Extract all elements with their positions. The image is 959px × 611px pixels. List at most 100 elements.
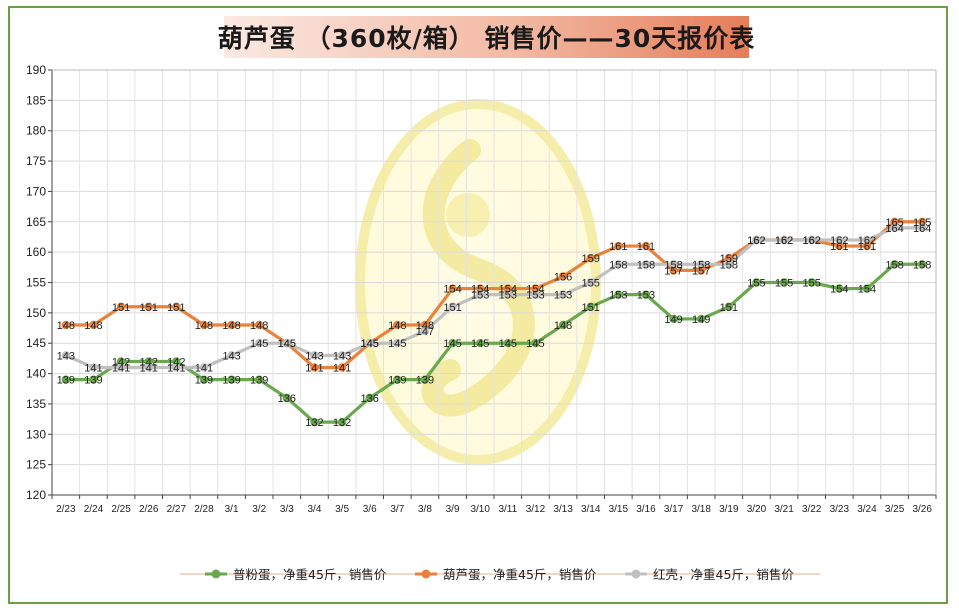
data-point — [917, 217, 927, 226]
data-point — [475, 284, 485, 293]
data-label: 164 — [913, 223, 931, 235]
data-label: 139 — [195, 375, 213, 387]
data-point — [310, 351, 319, 360]
data-label: 143 — [222, 350, 240, 362]
data-label: 136 — [278, 393, 296, 405]
data-label: 141 — [112, 363, 130, 375]
series-line-3 — [65, 226, 923, 370]
data-label: 151 — [167, 302, 185, 314]
data-point — [393, 339, 402, 348]
data-label: 143 — [57, 350, 75, 362]
data-point — [282, 339, 292, 348]
data-point — [696, 260, 706, 269]
data-label: 139 — [250, 375, 268, 387]
x-tick-label: 3/23 — [830, 504, 850, 515]
x-tick-label: 3/14 — [581, 504, 601, 515]
data-label: 139 — [222, 375, 240, 387]
x-tick-label: 3/2 — [252, 504, 266, 515]
data-label: 158 — [664, 259, 682, 271]
data-point — [890, 260, 899, 269]
data-point — [807, 235, 816, 245]
data-label: 147 — [416, 326, 434, 338]
series-line-1 — [65, 262, 923, 424]
data-label: 161 — [609, 241, 627, 253]
data-label: 132 — [333, 417, 351, 429]
data-point — [724, 302, 734, 311]
data-label: 151 — [720, 302, 738, 314]
data-point — [89, 320, 98, 330]
data-label: 139 — [388, 375, 406, 387]
data-label: 145 — [278, 338, 296, 350]
x-tick-label: 3/10 — [470, 504, 490, 515]
legend-swatch-marker — [631, 569, 641, 579]
data-point — [917, 260, 927, 269]
data-label: 145 — [388, 338, 406, 350]
data-point — [531, 339, 540, 348]
x-tick-label: 3/3 — [280, 504, 294, 515]
y-tick-label: 145 — [26, 336, 46, 350]
data-point — [144, 302, 153, 311]
data-label: 139 — [416, 375, 434, 387]
data-point — [503, 339, 513, 348]
chart-title: 葫芦蛋 （360枚/箱） 销售价——30天报价表 — [217, 24, 756, 53]
data-label: 151 — [140, 302, 158, 314]
data-point — [641, 260, 651, 269]
x-tick-label: 3/15 — [609, 504, 629, 515]
data-point — [835, 241, 844, 251]
data-point — [696, 314, 706, 324]
data-label: 149 — [664, 314, 682, 326]
data-point — [448, 339, 457, 348]
data-point — [420, 320, 430, 330]
data-label: 148 — [388, 320, 406, 332]
data-label: 156 — [554, 271, 572, 283]
data-point — [503, 290, 513, 299]
data-point — [724, 260, 734, 269]
data-point — [862, 235, 872, 245]
data-label: 141 — [140, 363, 158, 375]
data-label: 154 — [471, 284, 489, 296]
data-point — [116, 357, 126, 366]
data-label: 155 — [775, 278, 793, 290]
y-tick-label: 165 — [26, 215, 46, 229]
data-point — [531, 284, 540, 293]
data-label: 145 — [443, 338, 461, 350]
x-tick-label: 3/9 — [446, 504, 460, 515]
data-label: 154 — [830, 284, 848, 296]
data-point — [61, 351, 71, 360]
data-label: 162 — [775, 235, 793, 247]
data-point — [89, 375, 98, 384]
data-point — [282, 393, 292, 403]
data-point — [779, 278, 789, 287]
data-point — [89, 363, 98, 372]
data-label: 162 — [747, 235, 765, 247]
data-label: 162 — [775, 235, 793, 247]
x-tick-label: 3/22 — [802, 504, 822, 515]
data-label: 162 — [858, 235, 876, 247]
data-point — [172, 357, 181, 366]
data-label: 145 — [361, 338, 379, 350]
data-point — [890, 217, 899, 226]
data-label: 151 — [112, 302, 130, 314]
data-point — [116, 363, 126, 372]
data-point — [254, 375, 264, 384]
x-tick-label: 2/24 — [84, 504, 104, 515]
data-label: 136 — [361, 393, 379, 405]
x-tick-label: 3/26 — [912, 504, 932, 515]
y-tick-label: 120 — [26, 488, 46, 502]
data-label: 158 — [885, 259, 903, 271]
data-label: 148 — [57, 320, 75, 332]
data-label: 161 — [637, 241, 655, 253]
data-point — [172, 363, 181, 372]
x-tick-label: 2/26 — [139, 504, 159, 515]
data-point — [144, 357, 153, 366]
data-point — [420, 375, 430, 384]
data-point — [365, 393, 374, 403]
x-tick-label: 3/21 — [774, 504, 794, 515]
data-point — [227, 320, 236, 330]
data-point — [310, 417, 319, 427]
data-label: 165 — [885, 217, 903, 229]
data-point — [116, 302, 126, 311]
data-label: 141 — [167, 363, 185, 375]
x-tick-label: 3/1 — [225, 504, 239, 515]
